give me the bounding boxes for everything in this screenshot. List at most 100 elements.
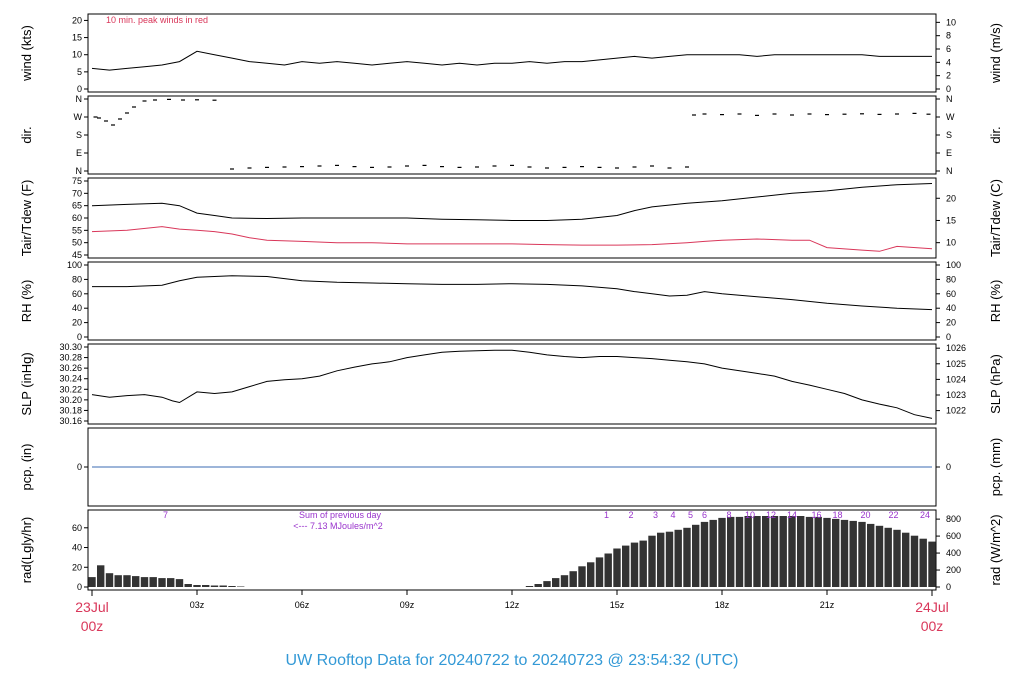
y-tick-label: 100 (67, 260, 82, 270)
y-tick-label: 55 (72, 225, 82, 235)
x-tick-label: 03z (190, 600, 205, 610)
hour-label: 16 (811, 510, 821, 520)
y-right-tick-label: 1025 (946, 359, 966, 369)
radiation-bar (140, 577, 149, 587)
radiation-bar (219, 585, 227, 587)
hour-label: 7 (163, 510, 168, 520)
radiation-bar (805, 516, 814, 587)
radiation-bar (604, 553, 612, 587)
y-right-tick-label: 10 (946, 17, 956, 27)
y-tick-label: N (76, 166, 83, 176)
y-tick-label: 5 (77, 67, 82, 77)
y-right-tick-label: 6 (946, 44, 951, 54)
radiation-bar (114, 575, 122, 587)
y-right-tick-label: 400 (946, 548, 961, 558)
y-tick-label: 15 (72, 33, 82, 43)
y-right-tick-label: 0 (946, 582, 951, 592)
y-axis-label: rad(Lgly/hr) (19, 517, 34, 583)
x-tick-label: 15z (610, 600, 625, 610)
y-tick-label: N (76, 94, 83, 104)
hour-label: 6 (702, 510, 707, 520)
hour-label: 20 (860, 510, 870, 520)
radiation-bar (105, 573, 114, 587)
y-tick-label: S (76, 130, 82, 140)
hour-label: 18 (832, 510, 842, 520)
radiation-bar (735, 516, 744, 587)
radiation-bar (814, 516, 822, 587)
y-right-tick-label: 20 (946, 193, 956, 203)
radiation-bar (175, 579, 184, 587)
panel-frame (87, 343, 937, 425)
y-tick-label: 0 (77, 84, 82, 94)
y-right-tick-label: 1026 (946, 343, 966, 353)
y-right-tick-label: 40 (946, 303, 956, 313)
y-right-tick-label: E (946, 148, 952, 158)
radiation-bar (648, 535, 656, 587)
y-tick-label: 30.30 (59, 342, 82, 352)
y-right-tick-label: N (946, 94, 953, 104)
panel-frame (87, 95, 937, 175)
radiation-bar (210, 585, 219, 587)
radiation-bar (534, 584, 542, 587)
radiation-bar (893, 529, 901, 587)
radiation-bar (788, 516, 796, 587)
radiation-bar (832, 518, 840, 587)
radiation-bar (797, 516, 805, 587)
panel-frame (87, 177, 937, 259)
y-tick-label: 50 (72, 238, 82, 248)
radiation-bar (823, 517, 831, 587)
y-tick-label: 75 (72, 176, 82, 186)
y-axis-label-right: dir. (988, 126, 1003, 143)
hour-label: 12 (766, 510, 776, 520)
radiation-bar (718, 517, 726, 587)
y-axis-label: SLP (inHg) (19, 352, 34, 415)
radiation-bar (770, 516, 779, 587)
radiation-bar (123, 575, 131, 587)
radiation-note: <--- 7.13 MJoules/m^2 (293, 521, 383, 531)
panel-frame (87, 13, 937, 93)
x-tick-label: 12z (505, 600, 520, 610)
y-right-tick-label: 2 (946, 71, 951, 81)
radiation-bar (525, 586, 534, 587)
y-right-tick-label: 0 (946, 84, 951, 94)
y-right-tick-label: 100 (946, 260, 961, 270)
chart-title: UW Rooftop Data for 20240722 to 20240723… (286, 652, 739, 669)
y-right-tick-label: 800 (946, 514, 961, 524)
y-right-tick-label: 0 (946, 462, 951, 472)
panel-wind: 0 5 10 15 20 0 2 4 6 8 10 wind (kts) wind (m/s) 10 mi… (19, 13, 1003, 94)
hour-label: 5 (688, 510, 693, 520)
radiation-bar (902, 532, 910, 587)
radiation-bar (560, 575, 569, 587)
hour-label: 4 (670, 510, 675, 520)
radiation-bar (840, 519, 849, 587)
y-right-tick-label: 8 (946, 31, 951, 41)
radiation-bar (928, 541, 936, 587)
y-right-tick-label: 60 (946, 289, 956, 299)
radiation-bar (727, 516, 735, 587)
radiation-bar (578, 566, 586, 587)
y-tick-label: 60 (72, 289, 82, 299)
radiation-bar (875, 525, 884, 587)
radiation-bar (665, 531, 674, 587)
y-tick-label: 20 (72, 318, 82, 328)
y-right-tick-label: 80 (946, 274, 956, 284)
series-line-0 (91, 349, 933, 419)
y-right-tick-label: W (946, 112, 955, 122)
radiation-bar (184, 584, 192, 587)
y-tick-label: W (74, 112, 83, 122)
radiation-bar (910, 535, 919, 587)
radiation-bar (779, 516, 787, 587)
y-right-tick-label: 1024 (946, 374, 966, 384)
y-right-tick-label: 10 (946, 238, 956, 248)
y-right-tick-label: 20 (946, 318, 956, 328)
radiation-bar (884, 527, 892, 587)
panel-frame (87, 261, 937, 341)
radiation-bar (753, 516, 761, 587)
y-tick-label: 20 (72, 15, 82, 25)
y-tick-label: 0 (77, 462, 82, 472)
y-right-tick-label: S (946, 130, 952, 140)
hour-label: 22 (888, 510, 898, 520)
series-line-0 (91, 50, 932, 71)
